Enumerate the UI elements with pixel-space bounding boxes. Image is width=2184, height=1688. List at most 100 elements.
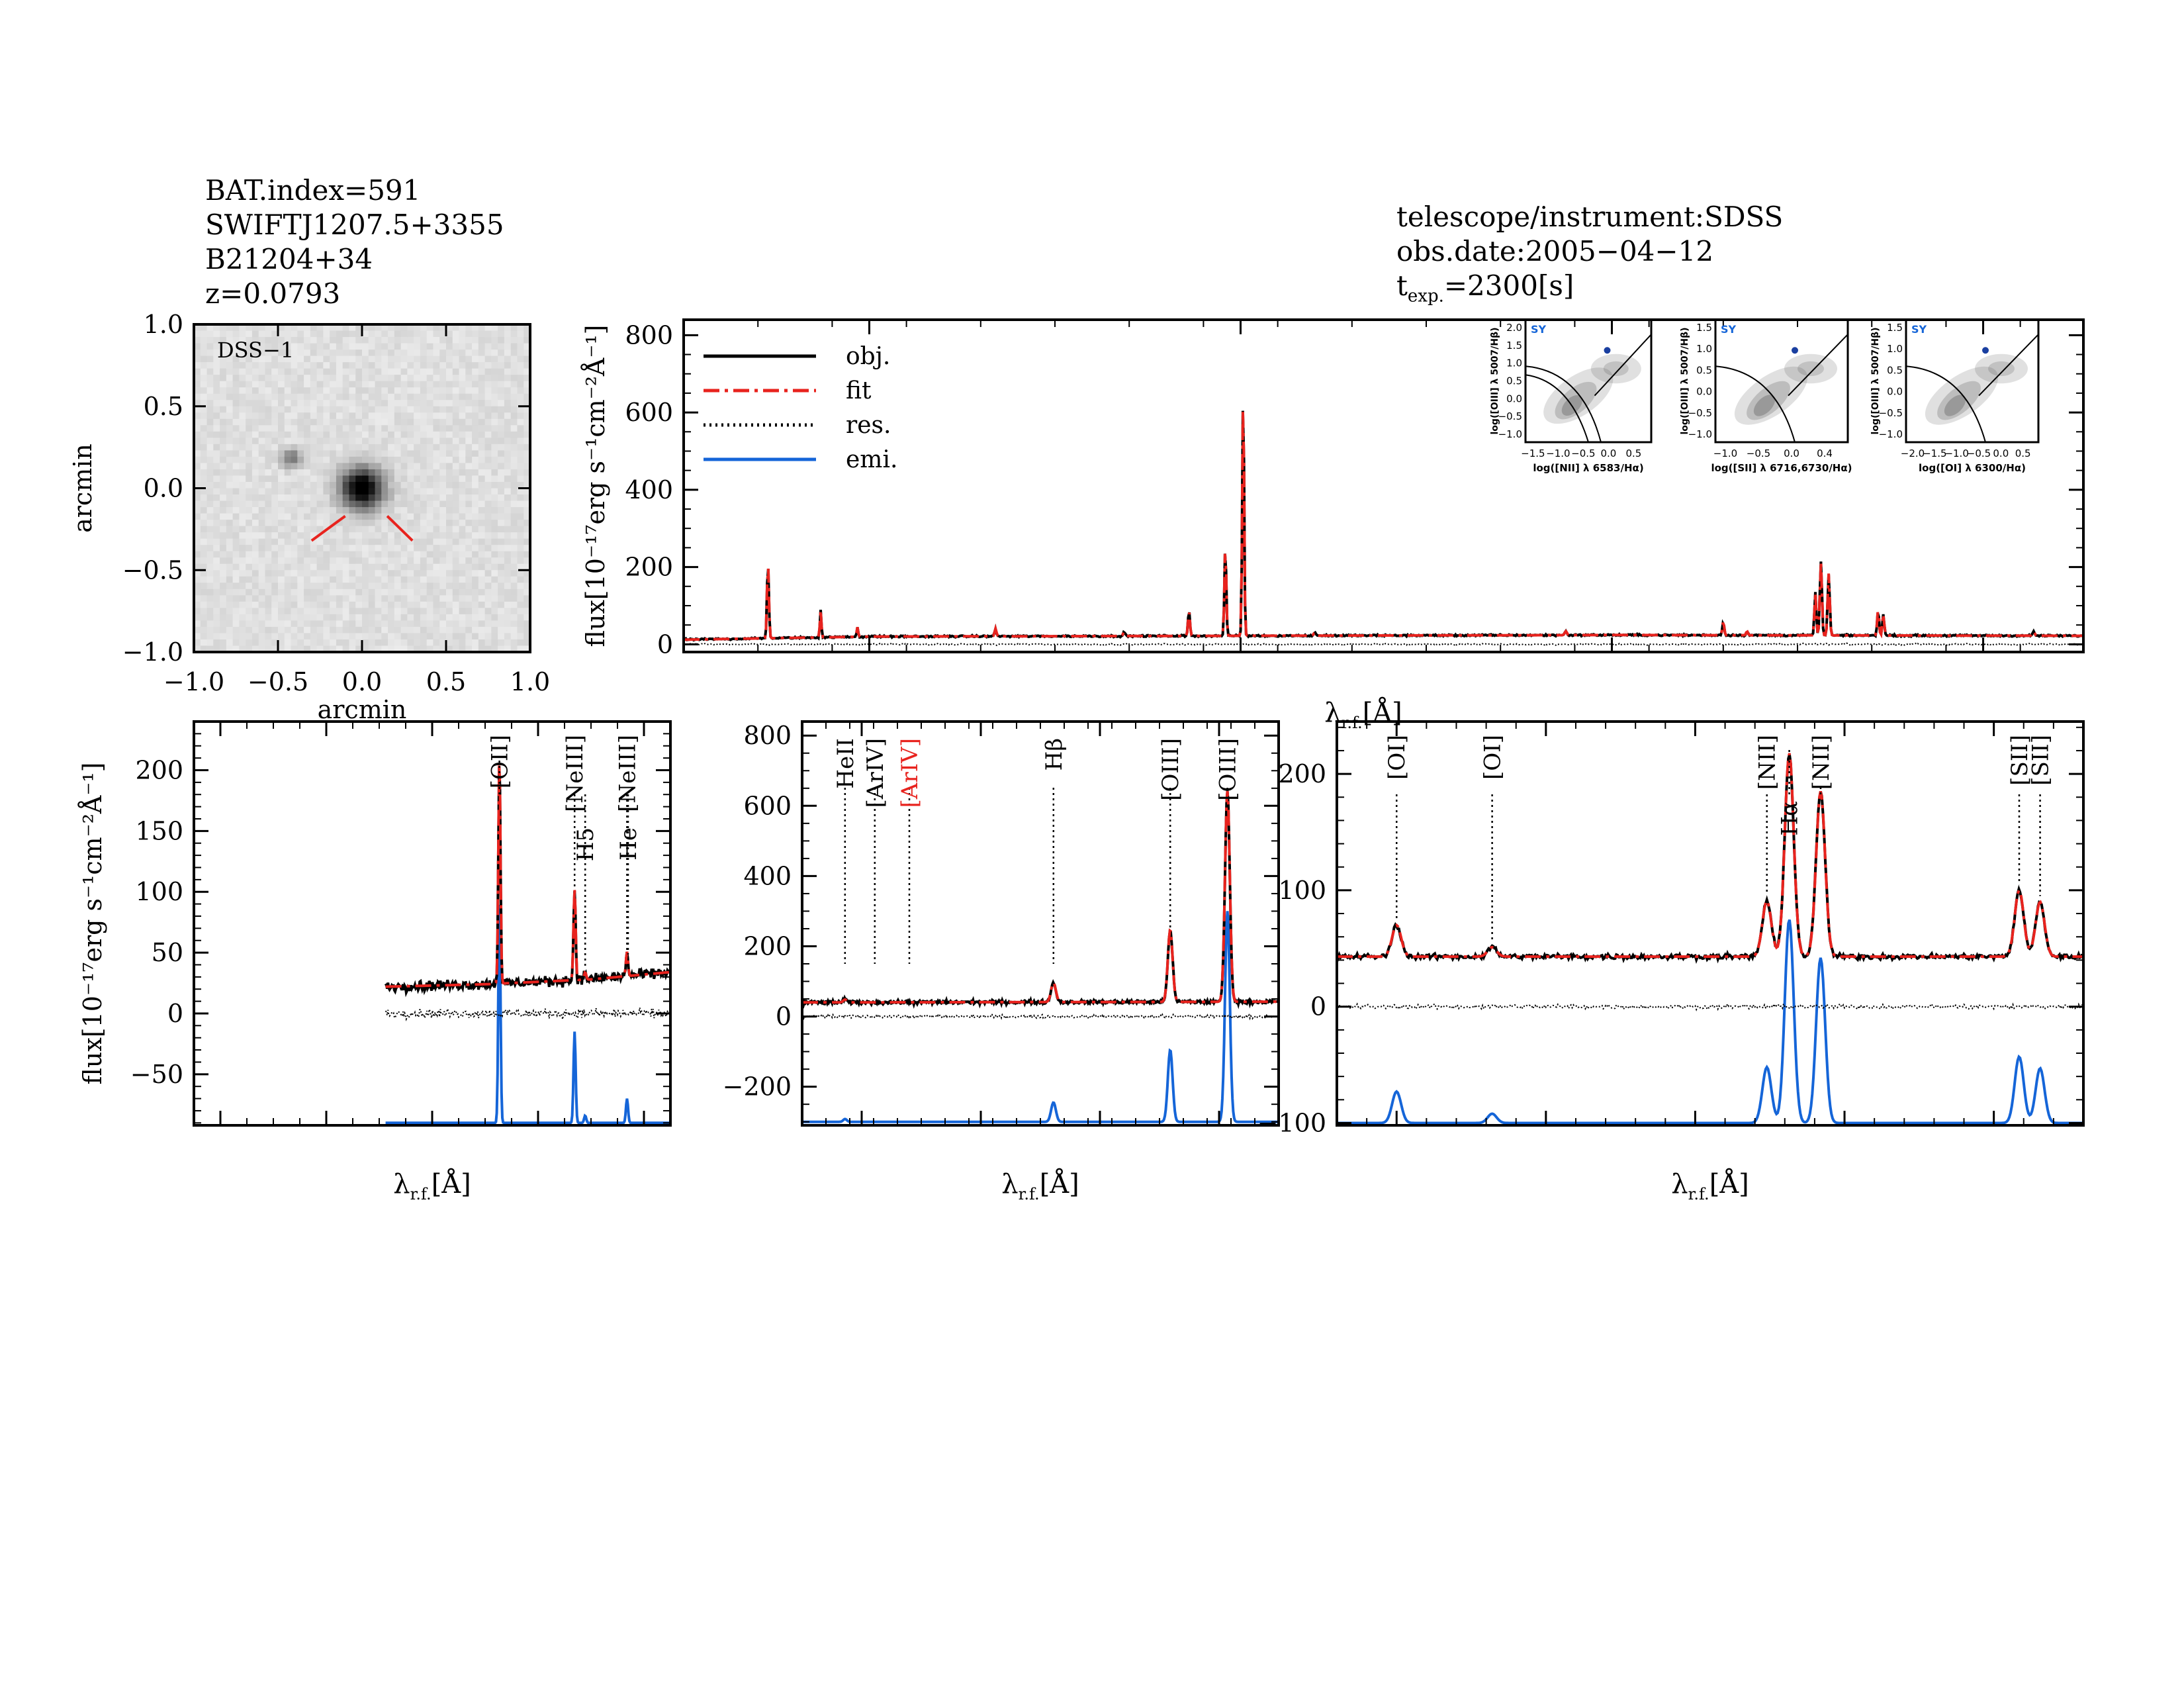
line-label: [OI] xyxy=(1480,735,1506,780)
image-pixel xyxy=(452,406,460,413)
image-pixel xyxy=(517,633,524,640)
image-pixel xyxy=(271,438,279,445)
image-pixel xyxy=(304,633,311,640)
image-pixel xyxy=(200,444,208,451)
image-pixel xyxy=(426,381,434,388)
image-pixel xyxy=(291,343,298,350)
image-pixel xyxy=(375,538,382,545)
image-pixel xyxy=(394,563,402,571)
image-pixel xyxy=(232,576,240,583)
image-pixel xyxy=(316,608,324,615)
image-pixel xyxy=(342,645,350,653)
image-pixel xyxy=(523,425,531,432)
image-pixel xyxy=(330,350,337,357)
image-pixel xyxy=(265,488,272,495)
image-pixel xyxy=(459,520,466,527)
image-pixel xyxy=(206,368,214,375)
image-pixel xyxy=(523,633,531,640)
image-pixel xyxy=(446,393,453,400)
image-pixel xyxy=(439,633,447,640)
image-pixel xyxy=(213,330,220,338)
image-pixel xyxy=(375,557,382,565)
image-pixel xyxy=(472,393,479,400)
image-pixel xyxy=(226,526,234,533)
image-pixel xyxy=(336,545,343,552)
image-pixel xyxy=(426,538,434,545)
image-pixel xyxy=(200,337,208,344)
image-pixel xyxy=(446,557,453,565)
image-pixel xyxy=(200,563,208,571)
image-pixel xyxy=(420,532,428,539)
image-pixel xyxy=(375,381,382,388)
image-pixel xyxy=(491,532,498,539)
image-pixel xyxy=(349,500,356,508)
image-pixel xyxy=(388,563,395,571)
image-pixel xyxy=(304,343,311,350)
bpt-x-tick-label: −0.5 xyxy=(1967,447,1991,459)
image-pixel xyxy=(420,324,428,332)
pointer-mark-right xyxy=(386,515,414,542)
image-pixel xyxy=(251,463,259,470)
image-pixel xyxy=(420,633,428,640)
image-pixel xyxy=(510,601,518,608)
image-pixel xyxy=(465,431,473,438)
image-pixel xyxy=(330,645,337,653)
image-pixel xyxy=(232,570,240,577)
image-pixel xyxy=(194,362,201,369)
image-pixel xyxy=(388,324,395,332)
image-pixel xyxy=(491,355,498,363)
image-pixel xyxy=(336,614,343,622)
image-pixel xyxy=(381,469,388,477)
image-pixel xyxy=(381,431,388,438)
image-pixel xyxy=(459,481,466,489)
image-pixel xyxy=(407,488,414,495)
image-pixel xyxy=(452,469,460,477)
image-pixel xyxy=(510,469,518,477)
image-pixel xyxy=(284,626,292,634)
image-pixel xyxy=(484,645,492,653)
swift-name: SWIFTJ1207.5+3355 xyxy=(205,209,504,241)
image-pixel xyxy=(265,330,272,338)
image-pixel xyxy=(523,620,531,628)
emission-line-model xyxy=(1337,919,2083,1125)
image-pixel xyxy=(330,507,337,514)
image-pixel xyxy=(504,393,512,400)
density-contour xyxy=(1975,353,2028,384)
image-pixel xyxy=(213,557,220,565)
image-pixel xyxy=(426,393,434,400)
image-pixel xyxy=(349,324,356,332)
image-pixel xyxy=(394,576,402,583)
image-pixel xyxy=(426,412,434,420)
image-pixel xyxy=(491,469,498,477)
image-pixel xyxy=(375,626,382,634)
image-pixel xyxy=(284,475,292,483)
image-pixel xyxy=(284,431,292,438)
image-pixel xyxy=(426,481,434,489)
image-pixel xyxy=(258,545,266,552)
image-pixel xyxy=(510,387,518,395)
image-pixel xyxy=(265,614,272,622)
image-pixel xyxy=(265,381,272,388)
image-pixel xyxy=(239,375,246,382)
image-pixel xyxy=(446,595,453,602)
image-pixel xyxy=(278,608,285,615)
image-pixel xyxy=(414,526,421,533)
image-pixel xyxy=(194,337,201,344)
image-pixel xyxy=(400,381,408,388)
image-pixel xyxy=(323,418,330,426)
image-pixel xyxy=(271,576,279,583)
image-pixel xyxy=(265,393,272,400)
image-pixel xyxy=(381,355,388,363)
bpt-y-label: log([OIII] λ 5007/Hβ) xyxy=(1490,328,1500,435)
image-pixel xyxy=(510,362,518,369)
image-pixel xyxy=(200,601,208,608)
image-pixel xyxy=(226,438,234,445)
image-pixel xyxy=(271,450,279,457)
image-pixel xyxy=(472,362,479,369)
image-pixel xyxy=(278,337,285,344)
image-pixel xyxy=(220,526,227,533)
image-pixel xyxy=(381,381,388,388)
image-pixel xyxy=(510,557,518,565)
image-pixel xyxy=(491,551,498,558)
image-pixel xyxy=(362,406,369,413)
